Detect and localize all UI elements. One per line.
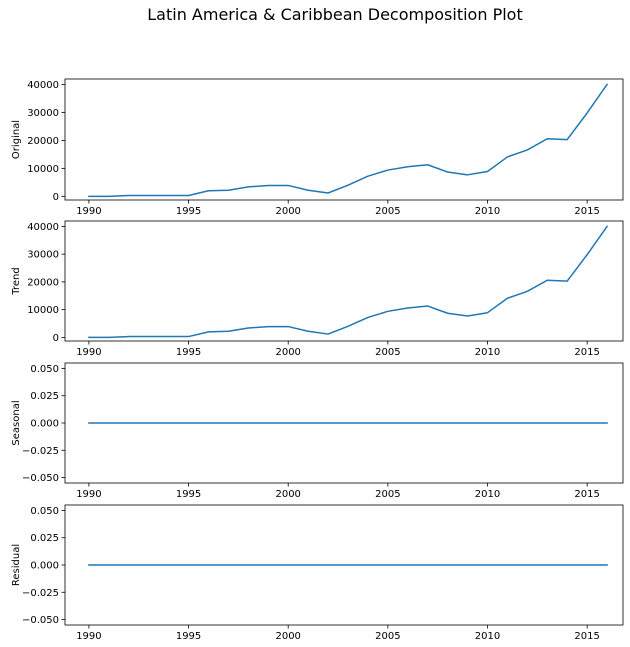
- y-tick-label: 0: [53, 192, 59, 203]
- x-tick-label: 2010: [475, 206, 500, 217]
- x-tick-label: 1990: [76, 631, 101, 642]
- x-tick-label: 1990: [76, 489, 101, 500]
- y-tick-label: −0.025: [22, 446, 59, 457]
- x-tick-label: 2005: [375, 631, 400, 642]
- x-tick-label: 2010: [475, 347, 500, 358]
- subplot-seasonal: 1990 1995 2000 2005 2010 2015 −0.050 −0.025 0.00…: [11, 362, 624, 500]
- subplot-stack: 1990 1995 2000 2005 2010 20150100002000030000…: [11, 78, 624, 642]
- subplot-trend: 1990 1995 2000 2005 2010 2015 0 10000 20000 30000…: [11, 220, 624, 358]
- x-tick-label: 2000: [275, 347, 300, 358]
- y-tick-label: 0.000: [30, 419, 59, 430]
- y-tick-label: 0.000: [30, 561, 59, 572]
- x-tick-label: 1995: [176, 631, 201, 642]
- x-tick-label: 2015: [574, 489, 599, 500]
- subplot-residual: 1990 1995 2000 2005 2010 2015 −0.050 −0.025 0.00…: [11, 504, 624, 642]
- axes-frame: [64, 220, 624, 342]
- x-tick-label: 2015: [574, 206, 599, 217]
- x-tick-label: 2010: [475, 489, 500, 500]
- y-tick-label: 10000: [27, 305, 59, 316]
- y-tick-label: −0.050: [22, 473, 59, 484]
- original-series-line: [88, 83, 609, 198]
- x-tick-label: 2005: [375, 347, 400, 358]
- y-tick-label: 0.025: [30, 391, 59, 402]
- subplot-original: 1990 1995 2000 2005 2010 2015 0 10000 20000 30000…: [11, 78, 624, 217]
- y-axis-label: Original: [11, 120, 22, 159]
- x-tick-label: 1995: [176, 347, 201, 358]
- axes-frame: [64, 78, 624, 201]
- x-tick-label: 1995: [176, 206, 201, 217]
- y-tick-label: 0.050: [30, 364, 59, 375]
- x-tick-label: 2000: [275, 489, 300, 500]
- y-tick-label: 0.050: [30, 506, 59, 517]
- x-tick-label: 2015: [574, 347, 599, 358]
- y-axis-label: Seasonal: [11, 400, 22, 445]
- x-tick-label: 1995: [176, 489, 201, 500]
- y-tick-label: 20000: [27, 136, 59, 147]
- x-tick-label: 2015: [574, 631, 599, 642]
- x-tick-label: 1990: [76, 347, 101, 358]
- y-tick-label: 10000: [27, 164, 59, 175]
- x-tick-label: 1990: [76, 206, 101, 217]
- x-tick-label: 2005: [375, 489, 400, 500]
- trend-series-line: [88, 225, 609, 339]
- x-tick-label: 2005: [375, 206, 400, 217]
- y-tick-label: 40000: [27, 80, 59, 91]
- y-tick-label: 0.025: [30, 533, 59, 544]
- y-tick-label: −0.025: [22, 588, 59, 599]
- x-tick-label: 2000: [275, 206, 300, 217]
- y-tick-label: 0: [53, 333, 59, 344]
- y-tick-label: 40000: [27, 222, 59, 233]
- y-tick-label: −0.050: [22, 615, 59, 626]
- y-tick-label: 30000: [27, 108, 59, 119]
- y-axis-label: Trend: [11, 267, 22, 295]
- figure-title: Latin America & Caribbean Decomposition …: [147, 5, 522, 24]
- x-tick-label: 2010: [475, 631, 500, 642]
- y-tick-label: 20000: [27, 277, 59, 288]
- x-tick-label: 2000: [275, 631, 300, 642]
- y-tick-label: 30000: [27, 250, 59, 261]
- y-axis-label: Residual: [11, 544, 22, 586]
